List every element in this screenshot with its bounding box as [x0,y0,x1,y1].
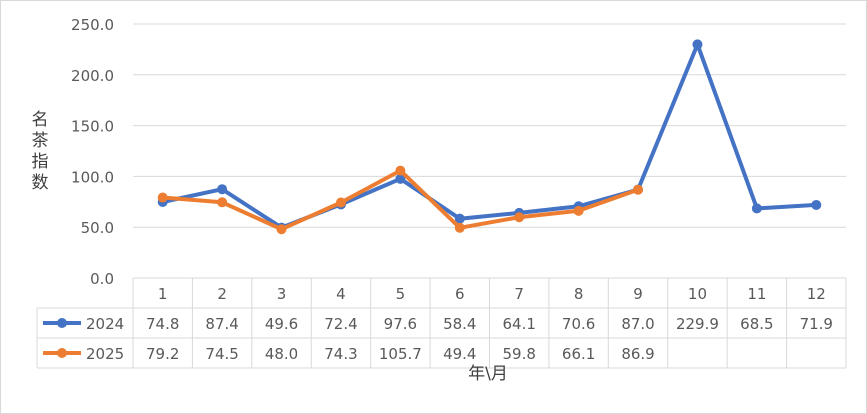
x-tick-label: 1 [158,285,168,303]
y-axis-ticks: 0.0 50.0 100.0 150.0 200.0 250.0 [71,16,114,288]
y-tick-label: 50.0 [81,219,114,237]
x-tick-label: 9 [633,285,643,303]
table-value-cell: 68.5 [740,315,773,333]
data-point [454,213,465,224]
legend-series-name: 2025 [86,345,124,363]
data-point [217,197,228,208]
table-value-cell: 58.4 [443,315,476,333]
table-value-cell: 59.8 [503,345,536,363]
data-point [811,199,822,210]
table-value-cell: 229.9 [676,315,719,333]
table-value-cell: 64.1 [503,315,536,333]
series-lines [157,39,822,235]
x-tick-label: 4 [336,285,346,303]
x-axis-label: 年\月 [468,364,508,384]
x-tick-label: 5 [396,285,406,303]
data-point [454,222,465,233]
y-axis-label-char: 茶 [31,131,49,151]
data-point [395,173,406,184]
data-point [157,192,168,203]
table-value-cell: 87.4 [205,315,238,333]
x-tick-label: 8 [574,285,584,303]
x-tick-label: 6 [455,285,465,303]
data-point [692,39,703,50]
table-value-cell: 74.8 [146,315,179,333]
data-point [751,203,762,214]
data-point [573,205,584,216]
data-point [514,212,525,223]
table-value-cell: 87.0 [621,315,654,333]
legend-key-marker [57,348,67,358]
x-tick-label: 2 [217,285,227,303]
data-point [335,197,346,208]
x-tick-label: 7 [514,285,524,303]
table-value-cell: 48.0 [265,345,298,363]
y-tick-label: 100.0 [71,168,114,186]
data-point [633,184,644,195]
table-value-cell: 74.3 [324,345,357,363]
table-value-cell: 105.7 [379,345,422,363]
table-value-cell: 86.9 [621,345,654,363]
table-value-cell: 79.2 [146,345,179,363]
data-point [395,165,406,176]
data-point [217,184,228,195]
y-axis-label-char: 名 [31,110,49,130]
y-tick-label: 200.0 [71,67,114,85]
gridlines [133,23,846,228]
table-value-cell: 72.4 [324,315,357,333]
data-point [276,224,287,235]
y-tick-label: 150.0 [71,118,114,136]
x-tick-label: 3 [277,285,287,303]
table-value-cell: 49.6 [265,315,298,333]
table-value-cell: 49.4 [443,345,476,363]
legend-key-marker [57,318,67,328]
y-axis-label-char: 数 [31,173,49,193]
x-tick-label: 12 [807,285,826,303]
table-value-cell: 74.5 [205,345,238,363]
x-tick-label: 11 [747,285,766,303]
y-tick-label: 250.0 [71,16,114,34]
series-line-2024 [160,42,819,230]
y-axis-label-char: 指 [31,152,49,172]
table-value-cell: 70.6 [562,315,595,333]
table-value-cell: 97.6 [384,315,417,333]
table-value-cell: 71.9 [800,315,833,333]
x-tick-label: 10 [688,285,707,303]
y-tick-label: 0.0 [90,270,114,288]
table-value-cell: 66.1 [562,345,595,363]
legend-series-name: 2024 [86,315,124,333]
